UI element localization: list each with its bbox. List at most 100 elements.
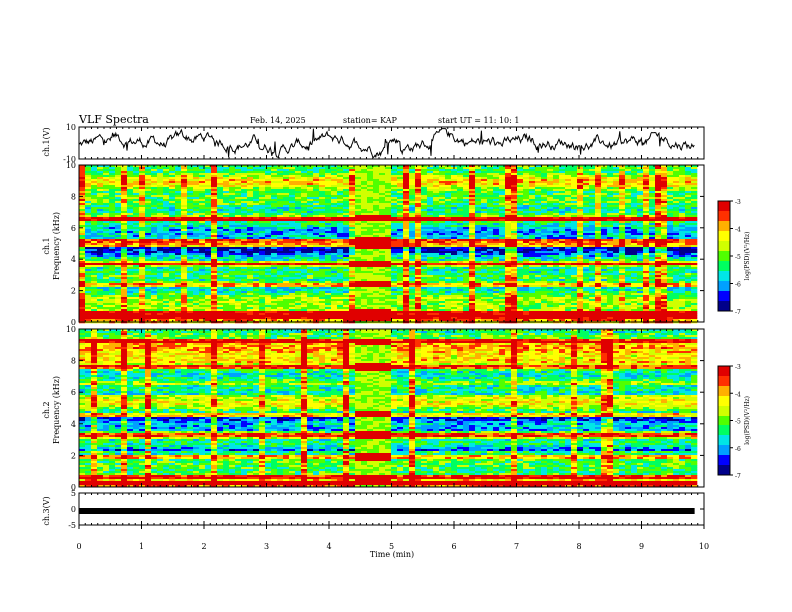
spectrogram-cell bbox=[295, 279, 302, 282]
spectrogram-cell bbox=[139, 193, 146, 196]
spectrogram-cell bbox=[337, 287, 344, 290]
spectrogram-cell bbox=[199, 271, 206, 274]
spectrogram-cell bbox=[319, 195, 326, 198]
spectrogram-cell bbox=[319, 185, 326, 188]
spectrogram-cell bbox=[211, 173, 218, 176]
spectrogram-cell bbox=[223, 269, 230, 272]
spectrogram-cell bbox=[145, 275, 152, 278]
spectrogram-cell bbox=[361, 221, 368, 224]
spectrogram-cell bbox=[199, 165, 206, 168]
spectrogram-cell bbox=[307, 181, 314, 184]
spectrogram-cell bbox=[325, 271, 332, 274]
spectrogram-cell bbox=[217, 173, 224, 176]
spectrogram-cell bbox=[355, 181, 362, 184]
spectrogram-cell bbox=[313, 183, 320, 186]
spectrogram-cell bbox=[103, 215, 110, 218]
spectrogram-cell bbox=[277, 309, 284, 312]
spectrogram-cell bbox=[373, 211, 380, 214]
spectrogram-cell bbox=[403, 239, 410, 242]
spectrogram-cell bbox=[229, 221, 236, 224]
spectrogram-cell bbox=[271, 279, 278, 282]
spectrogram-cell bbox=[217, 237, 224, 240]
spectrogram-cell bbox=[355, 289, 362, 292]
spectrogram-cell bbox=[397, 177, 404, 180]
spectrogram-cell bbox=[181, 279, 188, 282]
spectrogram-cell bbox=[121, 273, 128, 276]
spectrogram-cell bbox=[271, 251, 278, 254]
spectrogram-cell bbox=[427, 273, 434, 276]
spectrogram-cell bbox=[235, 295, 242, 298]
spectrogram-cell bbox=[151, 181, 158, 184]
spectrogram-cell bbox=[349, 235, 356, 238]
spectrogram-cell bbox=[277, 229, 284, 232]
spectrogram-cell bbox=[409, 197, 416, 200]
spectrogram-cell bbox=[277, 193, 284, 196]
spectrogram-cell bbox=[91, 203, 98, 206]
spectrogram-cell bbox=[289, 257, 296, 260]
spectrogram-cell bbox=[331, 289, 338, 292]
spectrogram-cell bbox=[421, 177, 428, 180]
spectrogram-cell bbox=[433, 279, 440, 282]
spectrogram-cell bbox=[397, 261, 404, 264]
spectrogram-cell bbox=[367, 301, 374, 304]
spectrogram-cell bbox=[235, 217, 242, 220]
spectrogram-cell bbox=[313, 189, 320, 192]
spectrogram-cell bbox=[127, 267, 134, 270]
spectrogram-cell bbox=[97, 243, 104, 246]
spectrogram-cell bbox=[181, 291, 188, 294]
spectrogram-cell bbox=[349, 195, 356, 198]
spectrogram-cell bbox=[325, 189, 332, 192]
spectrogram-cell bbox=[355, 243, 362, 246]
spectrogram-cell bbox=[85, 177, 92, 180]
spectrogram-cell bbox=[259, 187, 266, 190]
spectrogram-cell bbox=[217, 197, 224, 200]
spectrogram-cell bbox=[79, 207, 86, 210]
spectrogram-cell bbox=[205, 209, 212, 212]
spectrogram-cell bbox=[151, 191, 158, 194]
spectrogram-cell bbox=[409, 185, 416, 188]
spectrogram-cell bbox=[121, 213, 128, 216]
spectrogram-cell bbox=[121, 265, 128, 268]
spectrogram-cell bbox=[211, 281, 218, 284]
spectrogram-cell bbox=[217, 177, 224, 180]
spectrogram-cell bbox=[397, 269, 404, 272]
spectrogram-cell bbox=[247, 293, 254, 296]
spectrogram-cell bbox=[289, 173, 296, 176]
spectrogram-cell bbox=[133, 291, 140, 294]
spectrogram-cell bbox=[439, 189, 446, 192]
spectrogram-cell bbox=[223, 277, 230, 280]
spectrogram-cell bbox=[409, 313, 416, 316]
spectrogram-cell bbox=[433, 265, 440, 268]
spectrogram-cell bbox=[181, 265, 188, 268]
spectrogram-cell bbox=[343, 233, 350, 236]
spectrogram-cell bbox=[271, 215, 278, 218]
spectrogram-cell bbox=[367, 315, 374, 318]
spectrogram-cell bbox=[415, 195, 422, 198]
spectrogram-cell bbox=[319, 267, 326, 270]
spectrogram-cell bbox=[181, 237, 188, 240]
spectrogram-cell bbox=[79, 315, 86, 318]
spectrogram-cell bbox=[193, 319, 200, 322]
spectrogram-cell bbox=[307, 261, 314, 264]
spectrogram-cell bbox=[253, 301, 260, 304]
spectrogram-cell bbox=[235, 297, 242, 300]
spectrogram-cell bbox=[157, 261, 164, 264]
spectrogram-cell bbox=[373, 179, 380, 182]
spectrogram-cell bbox=[223, 175, 230, 178]
spectrogram-cell bbox=[127, 243, 134, 246]
spectrogram-cell bbox=[103, 315, 110, 318]
spectrogram-cell bbox=[223, 317, 230, 320]
spectrogram-cell bbox=[367, 207, 374, 210]
spectrogram-cell bbox=[253, 305, 260, 308]
spectrogram-cell bbox=[397, 265, 404, 268]
spectrogram-cell bbox=[313, 281, 320, 284]
spectrogram-cell bbox=[415, 289, 422, 292]
spectrogram-cell bbox=[313, 285, 320, 288]
spectrogram-cell bbox=[205, 261, 212, 264]
spectrogram-cell bbox=[79, 169, 86, 172]
spectrogram-cell bbox=[325, 181, 332, 184]
spectrogram-cell bbox=[157, 313, 164, 316]
spectrogram-cell bbox=[421, 209, 428, 212]
spectrogram-cell bbox=[307, 235, 314, 238]
spectrogram-cell bbox=[391, 185, 398, 188]
